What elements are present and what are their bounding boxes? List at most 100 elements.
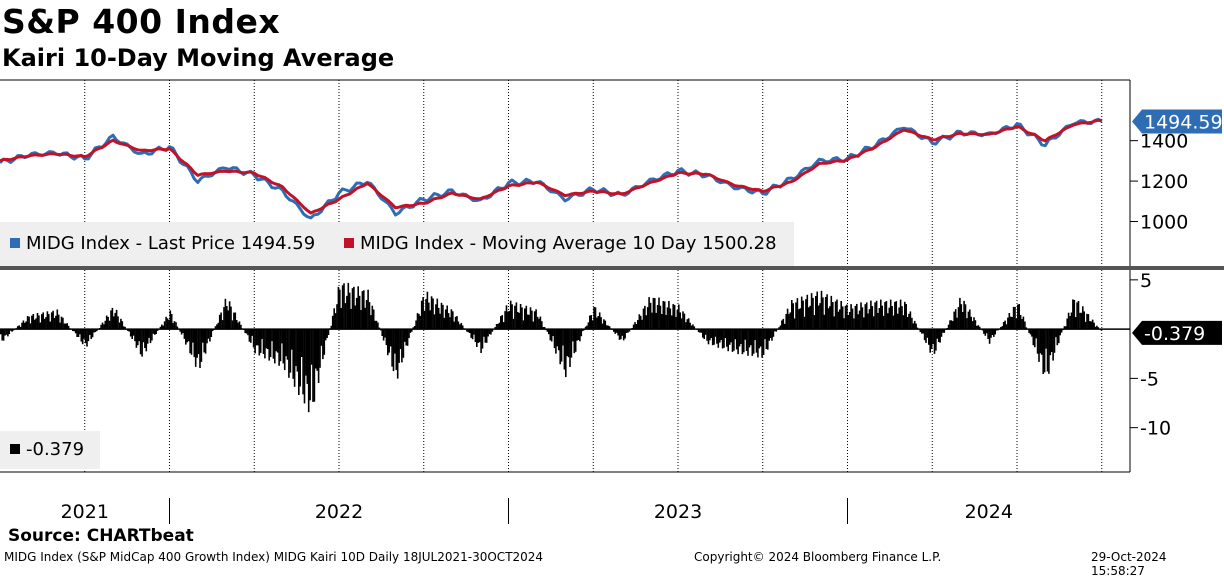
kairi-bar [919, 329, 922, 333]
kairi-bar [320, 329, 323, 346]
kairi-bar [881, 305, 883, 330]
kairi-bar [658, 297, 660, 330]
kairi-bar [656, 305, 659, 330]
kairi-bar [156, 329, 159, 331]
kairi-bar [721, 329, 724, 349]
x-tick-label: 2023 [654, 501, 702, 523]
kairi-bar [86, 329, 88, 347]
kairi-bar [519, 304, 522, 330]
kairi-bar [144, 329, 146, 348]
kairi-bar [703, 329, 705, 339]
kairi-bar [819, 303, 821, 330]
kairi-bar [709, 329, 711, 341]
kairi-bar [675, 316, 677, 330]
kairi-bar [680, 318, 683, 330]
last-price-badge [1132, 109, 1222, 134]
kairi-bar [288, 329, 290, 378]
kairi-bar [669, 308, 672, 330]
kairi-bar [312, 329, 314, 402]
kairi-bar [392, 329, 395, 372]
kairi-bar [1079, 312, 1081, 330]
kairi-bar [456, 316, 458, 330]
kairi-bar [649, 302, 652, 330]
kairi-bar [974, 320, 977, 330]
kairi-bar [1005, 324, 1008, 330]
kairi-bar [526, 314, 529, 330]
kairi-bar [988, 329, 991, 344]
kairi-bar [710, 329, 713, 338]
kairi-bar [786, 308, 789, 330]
kairi-bar [245, 329, 248, 334]
kairi-bar [991, 329, 994, 335]
kairi-bar [487, 329, 489, 337]
kairi-bar [316, 329, 318, 371]
kairi-bar [1036, 329, 1039, 354]
kairi-bar [552, 329, 554, 336]
kairi-bar [327, 329, 330, 335]
kairi-bar [779, 325, 782, 330]
kairi-bar [300, 329, 303, 357]
kairi-bar [820, 290, 823, 330]
kairi-bar [247, 329, 249, 336]
kairi-bar [970, 316, 972, 330]
kairi-bar [837, 311, 840, 330]
kairi-bar [966, 318, 968, 330]
kairi-bar [711, 329, 714, 346]
kairi-bar [124, 326, 126, 330]
kairi-bar [512, 318, 515, 330]
kairi-bar [433, 314, 436, 330]
kairi-bar [541, 321, 543, 330]
kairi-bar [950, 320, 953, 330]
kairi-bar [781, 320, 783, 330]
kairi-bar [22, 320, 25, 330]
kairi-bar [690, 325, 693, 330]
kairi-bar [8, 329, 11, 335]
kairi-bar [1035, 329, 1037, 339]
kairi-bar [459, 324, 461, 330]
kairi-bar [368, 302, 371, 330]
kairi-bar [152, 329, 155, 334]
kairi-bar [865, 302, 868, 330]
kairi-bar [110, 310, 112, 330]
kairi-bar [531, 310, 533, 330]
kairi-bar [912, 323, 915, 330]
kairi-bar [118, 322, 121, 330]
kairi-bar [11, 329, 13, 332]
kairi-bar [933, 329, 936, 354]
kairi-bar [221, 320, 224, 330]
y-tick-label-bottom: -5 [1140, 368, 1159, 390]
kairi-bar [895, 301, 898, 330]
kairi-bar [42, 312, 44, 330]
kairi-bar [856, 303, 858, 330]
kairi-bar [673, 304, 676, 330]
kairi-bar [449, 317, 451, 330]
kairi-bar [587, 322, 590, 330]
kairi-bar [922, 329, 924, 334]
kairi-bar [990, 329, 992, 338]
kairi-bar [398, 329, 400, 363]
kairi-bar [432, 298, 434, 330]
kairi-bar [203, 329, 205, 353]
kairi-bar [343, 283, 345, 330]
kairi-bar [748, 329, 751, 348]
kairi-bar [577, 329, 580, 340]
kairi-bar [935, 329, 937, 351]
kairi-bar [769, 329, 772, 339]
kairi-bar [728, 329, 731, 345]
legend-swatch-black [10, 444, 20, 454]
kairi-bar [165, 316, 167, 330]
kairi-bar [269, 329, 272, 358]
kairi-bar [963, 300, 965, 330]
kairi-bar [737, 329, 739, 355]
kairi-bar [396, 329, 399, 379]
kairi-bar [714, 329, 717, 337]
kairi-bar [627, 329, 629, 333]
kairi-bar [111, 307, 114, 330]
kairi-bar [235, 320, 238, 330]
kairi-bar [909, 311, 912, 330]
kairi-bar [226, 306, 228, 330]
kairi-bar [62, 317, 64, 330]
kairi-bar [713, 329, 715, 345]
kairi-bar [567, 329, 570, 358]
kairi-bar [757, 329, 759, 358]
